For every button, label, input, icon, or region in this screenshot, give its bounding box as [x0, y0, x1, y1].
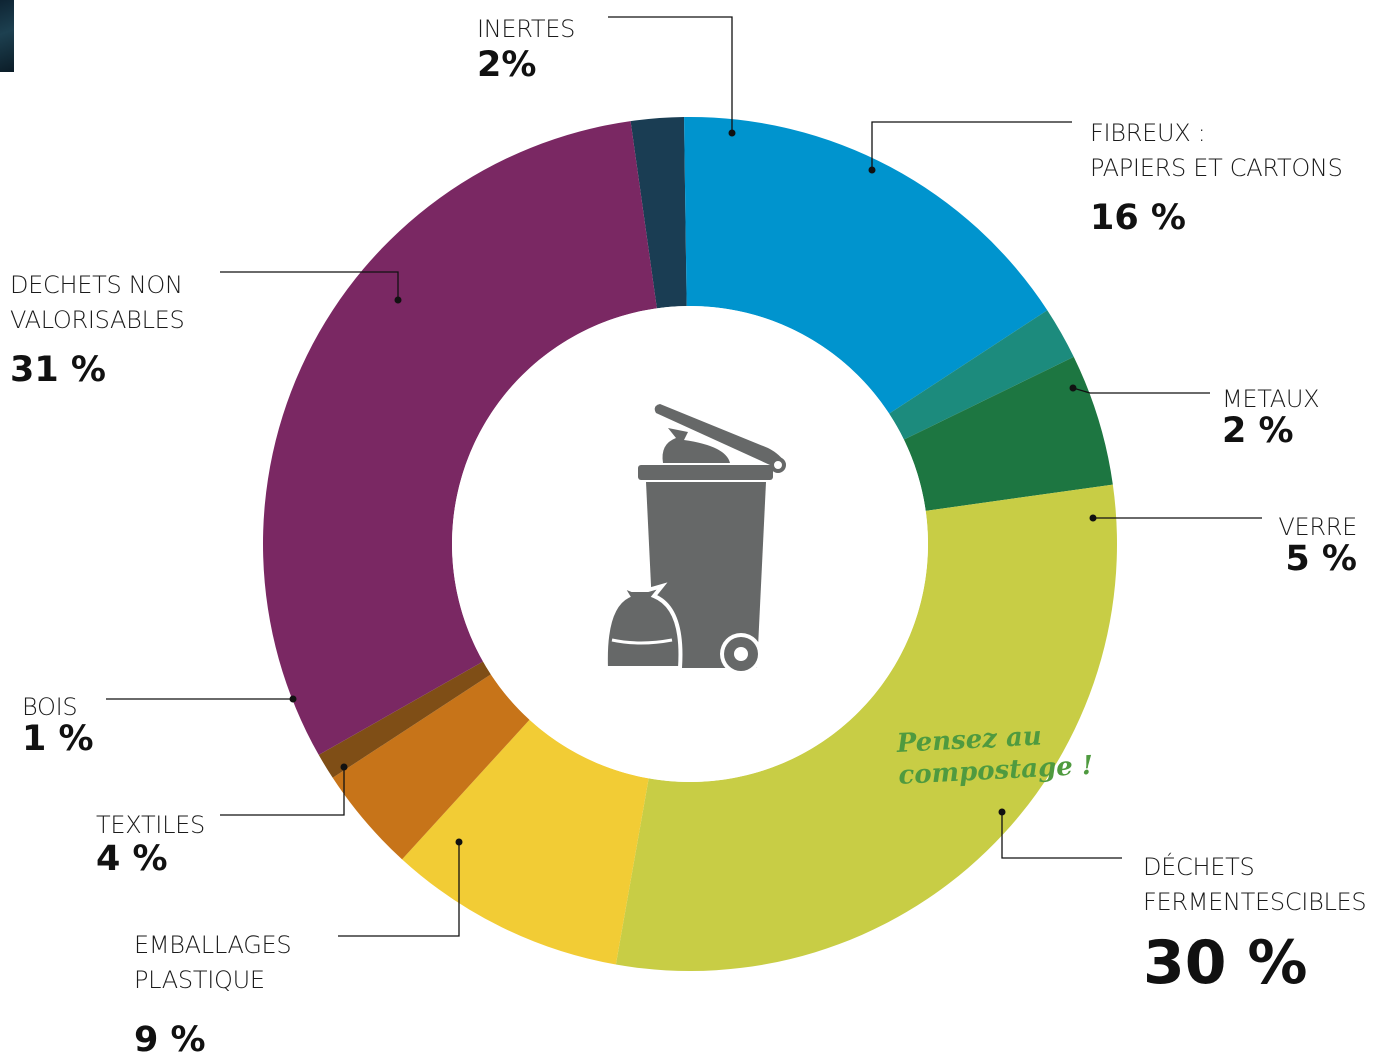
label-metaux-name: METAUX	[1222, 385, 1320, 413]
label-inertes-pct: 2%	[477, 45, 537, 85]
leader-dot-verre	[1089, 514, 1097, 522]
label-inertes: INERTES 2%	[477, 12, 575, 85]
slice-textiles	[332, 674, 530, 860]
label-plastique-pct: 9 %	[134, 1020, 206, 1060]
label-fermentescibles-name: DÉCHETS FERMENTESCIBLES	[1143, 853, 1367, 916]
leader-line-inertes	[608, 16, 733, 133]
leader-dot-non-valorisables	[394, 296, 402, 304]
corner-decoration	[0, 0, 14, 72]
label-inertes-name: INERTES	[477, 15, 576, 43]
label-fibreux-pct: 16 %	[1090, 198, 1186, 238]
trash-bin-with-bags-icon	[603, 404, 786, 675]
slice-fermentescibles	[615, 484, 1117, 971]
leader-dot-inertes	[728, 129, 736, 137]
slice-inertes	[630, 117, 687, 309]
leader-dot-fibreux	[868, 166, 876, 174]
slice-non_valorisables	[263, 121, 657, 755]
leader-line-fermentescibles	[1001, 812, 1122, 859]
slice-plastique	[402, 719, 649, 965]
leader-dot-metaux	[1069, 384, 1077, 392]
label-bois: BOIS 1 %	[22, 690, 94, 759]
label-verre-pct: 5 %	[1285, 539, 1357, 579]
label-non-valorisables-name: DECHETS NON VALORISABLES	[10, 271, 185, 334]
leader-line-textiles	[220, 767, 345, 816]
leader-line-non-valorisables	[220, 271, 399, 300]
leader-lines	[106, 16, 1262, 937]
leader-line-fibreux	[871, 121, 1072, 170]
label-fibreux: FIBREUX : PAPIERS ET CARTONS 16 %	[1090, 116, 1343, 238]
label-verre-name: VERRE	[1278, 513, 1357, 541]
label-verre: VERRE 5 %	[1278, 510, 1357, 579]
label-textiles-name: TEXTILES	[96, 811, 205, 839]
leader-dot-textiles	[340, 763, 348, 771]
label-fermentescibles: DÉCHETS FERMENTESCIBLES 30 %	[1143, 850, 1367, 998]
label-bois-name: BOIS	[22, 693, 78, 721]
donut-slices	[263, 117, 1117, 971]
compost-annotation: Pensez au compostage !	[896, 721, 1094, 791]
label-non-valorisables: DECHETS NON VALORISABLES 31 %	[10, 268, 185, 390]
leader-dot-fermentescibles	[998, 808, 1006, 816]
slice-bois	[318, 661, 491, 778]
label-non-valorisables-pct: 31 %	[10, 350, 106, 390]
slice-fibreux	[684, 117, 1048, 414]
label-metaux: METAUX 2 %	[1222, 382, 1320, 451]
label-fibreux-name: FIBREUX : PAPIERS ET CARTONS	[1090, 119, 1343, 182]
leader-line-plastique	[338, 842, 460, 937]
label-textiles-pct: 4 %	[96, 839, 168, 879]
leader-dot-plastique	[455, 838, 463, 846]
leader-line-metaux	[1072, 387, 1210, 394]
slice-metaux	[889, 310, 1074, 440]
label-textiles: TEXTILES 4 %	[96, 808, 205, 879]
label-plastique-name: EMBALLAGES PLASTIQUE	[134, 931, 292, 994]
leader-dot-bois	[289, 695, 297, 703]
label-plastique: EMBALLAGES PLASTIQUE 9 %	[134, 928, 292, 1060]
label-metaux-pct: 2 %	[1222, 411, 1294, 451]
slice-verre	[903, 356, 1113, 511]
label-fermentescibles-pct: 30 %	[1143, 928, 1308, 998]
label-bois-pct: 1 %	[22, 719, 94, 759]
